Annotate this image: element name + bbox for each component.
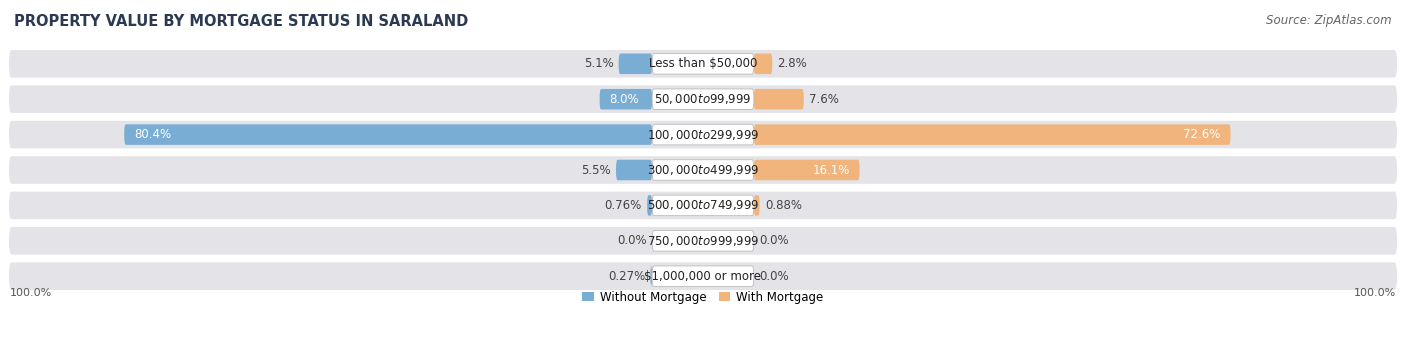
Text: 0.76%: 0.76% [605,199,643,212]
FancyBboxPatch shape [647,195,652,216]
Text: 8.0%: 8.0% [609,93,640,106]
FancyBboxPatch shape [599,89,652,109]
Text: $500,000 to $749,999: $500,000 to $749,999 [647,199,759,212]
FancyBboxPatch shape [652,195,754,216]
FancyBboxPatch shape [124,124,652,145]
FancyBboxPatch shape [652,53,754,74]
Text: 2.8%: 2.8% [778,57,807,70]
FancyBboxPatch shape [8,227,1398,255]
FancyBboxPatch shape [616,160,652,180]
FancyBboxPatch shape [652,160,754,180]
Text: 0.0%: 0.0% [759,270,789,283]
FancyBboxPatch shape [8,262,1398,290]
Text: 72.6%: 72.6% [1184,128,1220,141]
Text: $1,000,000 or more: $1,000,000 or more [644,270,762,283]
FancyBboxPatch shape [754,160,859,180]
Text: 5.5%: 5.5% [581,164,610,176]
Text: $300,000 to $499,999: $300,000 to $499,999 [647,163,759,177]
FancyBboxPatch shape [8,85,1398,113]
FancyBboxPatch shape [754,124,1230,145]
FancyBboxPatch shape [754,89,804,109]
Text: 100.0%: 100.0% [1354,288,1396,298]
Text: 7.6%: 7.6% [808,93,839,106]
FancyBboxPatch shape [652,231,754,251]
Legend: Without Mortgage, With Mortgage: Without Mortgage, With Mortgage [582,291,824,304]
FancyBboxPatch shape [754,53,772,74]
Text: 0.0%: 0.0% [617,234,647,247]
Text: $750,000 to $999,999: $750,000 to $999,999 [647,234,759,248]
FancyBboxPatch shape [652,89,754,109]
Text: $100,000 to $299,999: $100,000 to $299,999 [647,128,759,141]
Text: Source: ZipAtlas.com: Source: ZipAtlas.com [1267,14,1392,27]
FancyBboxPatch shape [8,121,1398,148]
Text: 5.1%: 5.1% [583,57,613,70]
Text: 0.27%: 0.27% [607,270,645,283]
FancyBboxPatch shape [8,192,1398,219]
Text: PROPERTY VALUE BY MORTGAGE STATUS IN SARALAND: PROPERTY VALUE BY MORTGAGE STATUS IN SAR… [14,14,468,29]
FancyBboxPatch shape [651,266,652,287]
Text: 16.1%: 16.1% [813,164,849,176]
Text: 0.88%: 0.88% [765,199,801,212]
FancyBboxPatch shape [8,156,1398,184]
Text: 80.4%: 80.4% [134,128,172,141]
Text: $50,000 to $99,999: $50,000 to $99,999 [654,92,752,106]
FancyBboxPatch shape [652,266,754,287]
FancyBboxPatch shape [652,124,754,145]
FancyBboxPatch shape [619,53,652,74]
Text: 0.0%: 0.0% [759,234,789,247]
Text: Less than $50,000: Less than $50,000 [648,57,758,70]
FancyBboxPatch shape [8,50,1398,78]
FancyBboxPatch shape [754,195,759,216]
Text: 100.0%: 100.0% [10,288,52,298]
